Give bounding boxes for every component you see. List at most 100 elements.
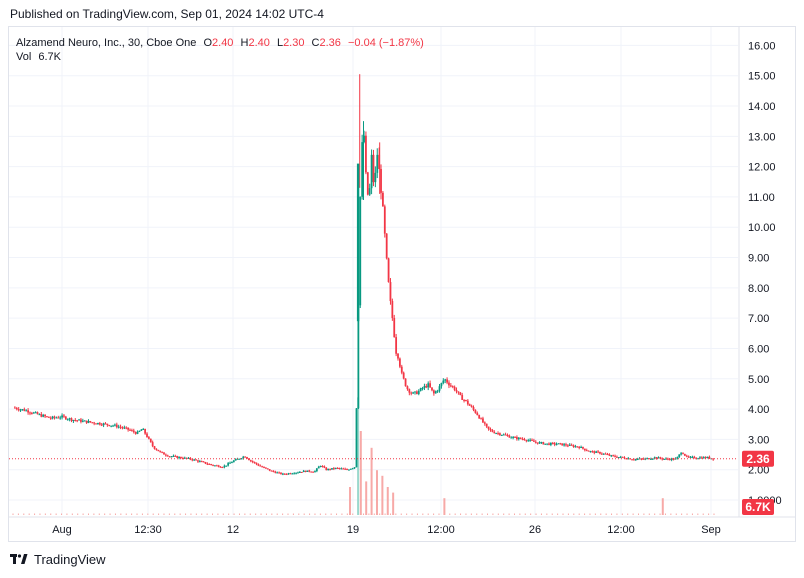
- volume-bar: [503, 513, 505, 515]
- candle-body: [378, 154, 381, 170]
- volume-bar: [163, 513, 165, 515]
- x-tick-label: 12:00: [427, 524, 455, 536]
- volume-bar: [365, 481, 368, 515]
- candle-body: [412, 392, 415, 394]
- candle-body: [42, 414, 45, 417]
- volume-bar: [287, 513, 289, 515]
- open-value: 2.40: [212, 37, 234, 49]
- volume-bar: [589, 513, 591, 515]
- candle-body: [446, 379, 448, 383]
- candle-body: [308, 470, 311, 472]
- candle-body: [200, 461, 203, 463]
- volume-bar: [659, 513, 661, 515]
- candle-body: [616, 456, 618, 458]
- volume-bar: [519, 513, 521, 515]
- candle-body: [263, 467, 265, 469]
- volume-bar: [77, 513, 79, 515]
- candle-body: [589, 451, 592, 453]
- candle-body: [289, 473, 292, 475]
- candle-body: [448, 382, 450, 386]
- candle-body: [500, 434, 503, 436]
- candle-body: [338, 468, 341, 470]
- candle-body: [344, 468, 347, 470]
- chart-frame[interactable]: [8, 26, 796, 542]
- candle-body: [327, 468, 330, 471]
- candle-body: [472, 407, 475, 410]
- candle-body: [549, 442, 552, 445]
- candle-body: [47, 416, 50, 418]
- candle-body: [57, 417, 60, 419]
- candle-body: [278, 472, 281, 474]
- volume-bar: [109, 513, 111, 515]
- candle-body: [653, 457, 656, 459]
- candle-body: [393, 318, 396, 338]
- y-tick-label: 3.00: [748, 434, 769, 446]
- tradingview-footer[interactable]: TradingView: [10, 552, 106, 567]
- candle-body: [153, 446, 156, 449]
- candle-body: [614, 455, 616, 457]
- candle-body: [449, 385, 452, 387]
- candle-body: [466, 400, 469, 405]
- candle-body: [334, 467, 337, 469]
- candle-body: [142, 428, 145, 430]
- volume-bar: [141, 513, 143, 515]
- candle-body: [163, 452, 165, 455]
- candle-body: [127, 427, 130, 430]
- volume-bar: [670, 513, 672, 515]
- volume-bar: [632, 513, 634, 515]
- candle-body: [642, 458, 645, 460]
- candle-body: [497, 433, 499, 435]
- candle-body: [670, 458, 673, 460]
- volume-bar: [255, 513, 257, 515]
- candle-body: [346, 468, 348, 470]
- volume-bar: [319, 513, 321, 515]
- volume-bar: [359, 431, 362, 515]
- volume-bar: [675, 513, 677, 515]
- candle-body: [697, 458, 699, 460]
- candle-body: [602, 453, 605, 455]
- candle-body: [542, 442, 545, 445]
- candle-body: [117, 426, 120, 428]
- candle-body: [353, 467, 356, 469]
- candle-body: [491, 429, 494, 432]
- candle-body: [663, 458, 666, 460]
- candle-body: [191, 459, 194, 461]
- candle-body: [444, 379, 447, 381]
- volume-bar: [185, 513, 187, 515]
- volume-bar: [638, 513, 640, 515]
- volume-bar: [654, 513, 656, 515]
- candle-body: [482, 418, 484, 423]
- candle-body: [202, 461, 205, 463]
- candle-body: [93, 422, 96, 424]
- candle-body: [374, 172, 377, 183]
- candle-body: [440, 383, 443, 387]
- candle-body: [72, 420, 75, 422]
- symbol-label[interactable]: Alzamend Neuro, Inc., 30, Cboe One: [16, 37, 197, 49]
- candle-body: [27, 410, 29, 413]
- candle-body: [242, 456, 245, 459]
- candle-body: [36, 412, 39, 415]
- candle-body: [168, 456, 171, 458]
- candle-body: [553, 443, 556, 445]
- candle-body: [83, 420, 86, 422]
- candle-body: [395, 337, 398, 354]
- y-tick-label: 14.00: [748, 101, 776, 113]
- candle-body: [351, 468, 354, 470]
- candle-body: [702, 457, 705, 459]
- candle-body: [59, 417, 62, 419]
- candle-body: [387, 258, 390, 283]
- candle-body: [312, 471, 314, 473]
- candle-body: [98, 422, 101, 425]
- candle-body: [370, 154, 373, 189]
- candle-body: [287, 473, 290, 475]
- volume-bar: [195, 513, 197, 515]
- candle-body: [147, 437, 150, 439]
- open-label: O: [203, 37, 213, 49]
- candle-body: [408, 389, 411, 393]
- volume-bar: [66, 513, 68, 515]
- candle-body: [257, 464, 260, 466]
- candle-body: [634, 459, 637, 461]
- candle-body: [234, 459, 237, 461]
- candle-body: [51, 416, 54, 419]
